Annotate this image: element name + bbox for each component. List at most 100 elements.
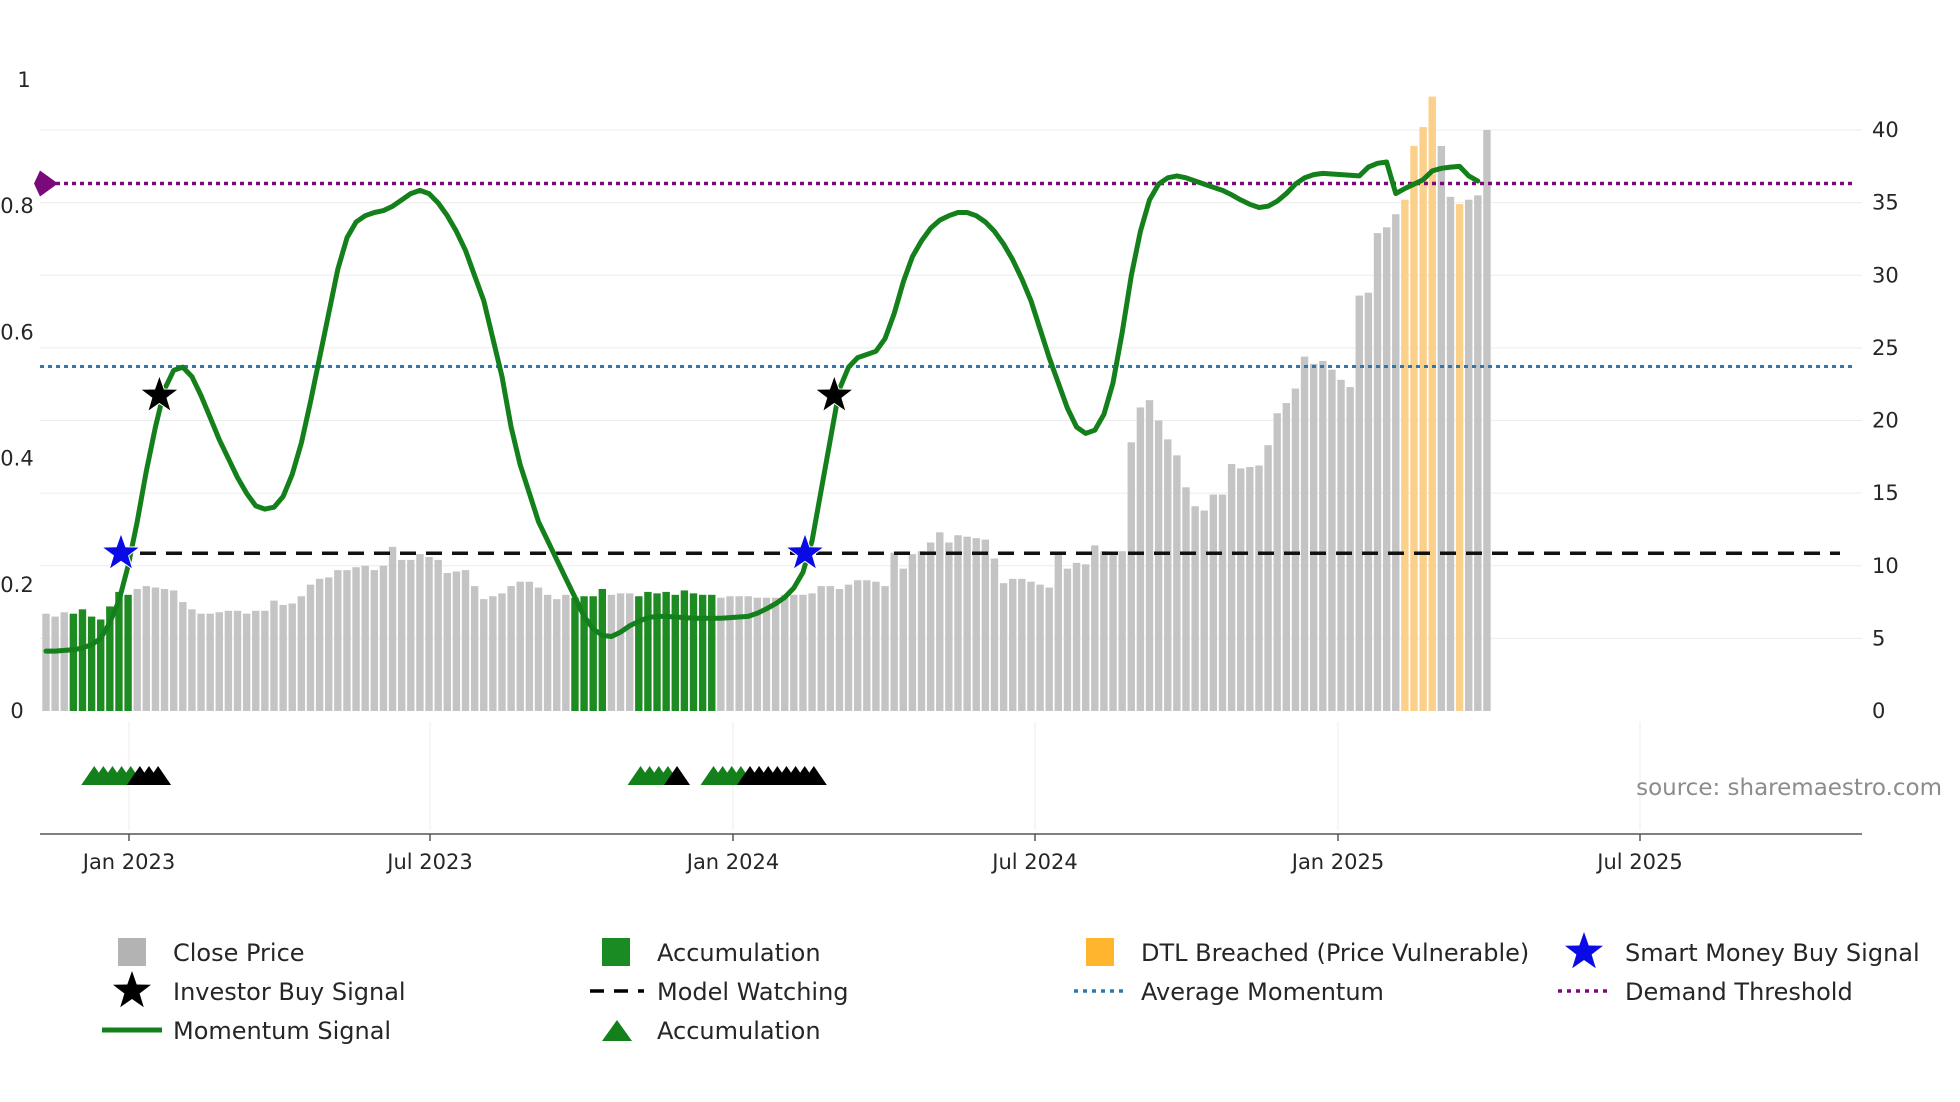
price-bar (881, 586, 889, 711)
price-bar (252, 610, 260, 711)
price-bar (60, 612, 68, 711)
price-bar (334, 570, 342, 711)
price-bar (325, 577, 333, 711)
left-tick-label: 0.4 (0, 447, 33, 471)
price-bar (397, 559, 406, 711)
price-bar (954, 535, 962, 711)
price-bar (1063, 568, 1072, 711)
price-bar (197, 613, 205, 711)
price-bar (42, 613, 50, 711)
price-bar (1118, 551, 1126, 711)
price-bar (407, 559, 415, 711)
price-bar (1392, 214, 1400, 711)
grid-lines (40, 129, 1862, 830)
price-bar (306, 584, 315, 711)
price-bar (97, 619, 105, 711)
price-bar (926, 542, 935, 711)
price-bar (1319, 360, 1327, 711)
price-bar (206, 613, 214, 711)
price-bar (461, 570, 470, 711)
investor-buy-star (138, 373, 180, 413)
price-bar (726, 596, 734, 711)
price-bar (69, 613, 78, 711)
price-bar (1036, 584, 1044, 711)
price-bar (1200, 510, 1208, 711)
legend-label: Demand Threshold (1625, 978, 1853, 1006)
price-bar (580, 596, 588, 711)
legend-swatch (1086, 938, 1114, 966)
price-bar (553, 599, 561, 711)
price-bar (1437, 145, 1446, 712)
price-bar (981, 539, 990, 711)
price-bar (179, 602, 187, 711)
price-bar (1054, 552, 1063, 711)
accumulation-triangle (145, 766, 172, 785)
right-tick-label: 15 (1872, 481, 1899, 505)
price-bar (917, 551, 926, 711)
legend-label: Model Watching (657, 978, 849, 1006)
price-bar (416, 554, 424, 711)
price-bar (963, 536, 971, 711)
price-bar (790, 594, 798, 711)
axes: Jan 2023 Jul 2023 Jan 2024 Jul 2024 Jan 2025… (0, 68, 1898, 874)
price-bar (1209, 494, 1218, 711)
price-bar (87, 616, 96, 711)
price-bar (589, 596, 597, 711)
signal-markers (100, 373, 855, 571)
price-bar (425, 557, 433, 711)
price-bar (817, 586, 825, 711)
price-bar (1282, 403, 1291, 711)
price-bar (1164, 439, 1172, 711)
right-tick-label: 30 (1872, 263, 1899, 287)
price-bar (1346, 387, 1354, 711)
price-bar (1045, 587, 1053, 711)
price-bar (142, 586, 151, 711)
legend-label: Accumulation (657, 939, 821, 967)
price-bar (1145, 400, 1154, 711)
price-bar (635, 596, 643, 711)
price-bar (945, 542, 953, 711)
right-tick-label: 20 (1872, 409, 1899, 433)
price-bar (1100, 551, 1108, 711)
price-bar (698, 594, 707, 711)
price-bar (735, 596, 743, 711)
price-bar (343, 570, 351, 711)
left-tick-label: 0.2 (0, 573, 33, 597)
price-bar (188, 609, 196, 711)
price-bar (872, 581, 880, 711)
price-bar (1300, 356, 1309, 711)
price-bar (753, 597, 762, 711)
price-bar (1127, 442, 1135, 711)
price-bar (717, 597, 725, 711)
left-tick-label: 0 (10, 699, 23, 723)
price-bar (1419, 127, 1427, 712)
price-bar (1328, 369, 1336, 711)
legend-star (1565, 932, 1603, 969)
price-bar (644, 591, 652, 711)
price-bar (1154, 420, 1163, 711)
smart-money-buy-star (100, 531, 142, 571)
price-bar (1273, 413, 1281, 711)
legend-label: Close Price (173, 939, 305, 967)
price-bar (543, 594, 552, 711)
legend: Close Price Accumulation DTL Breached (Pri… (102, 932, 1920, 1045)
price-bar (616, 593, 625, 711)
price-bar (1455, 204, 1464, 711)
price-bar (1191, 506, 1199, 711)
price-bar (908, 554, 917, 711)
price-bar (1264, 445, 1272, 711)
legend-label: Smart Money Buy Signal (1625, 939, 1920, 967)
price-bar (1081, 564, 1090, 711)
left-tick-label: 0.6 (0, 320, 33, 344)
price-bar (498, 593, 506, 711)
price-bar (1246, 466, 1254, 711)
price-bar (762, 597, 771, 711)
price-bar (1474, 195, 1482, 712)
accumulation-marker-row (81, 766, 827, 785)
price-bar (625, 593, 634, 711)
left-tick-label: 0.8 (0, 194, 33, 218)
price-bar (480, 599, 488, 711)
price-bar (1465, 199, 1473, 711)
price-bar (890, 552, 898, 711)
